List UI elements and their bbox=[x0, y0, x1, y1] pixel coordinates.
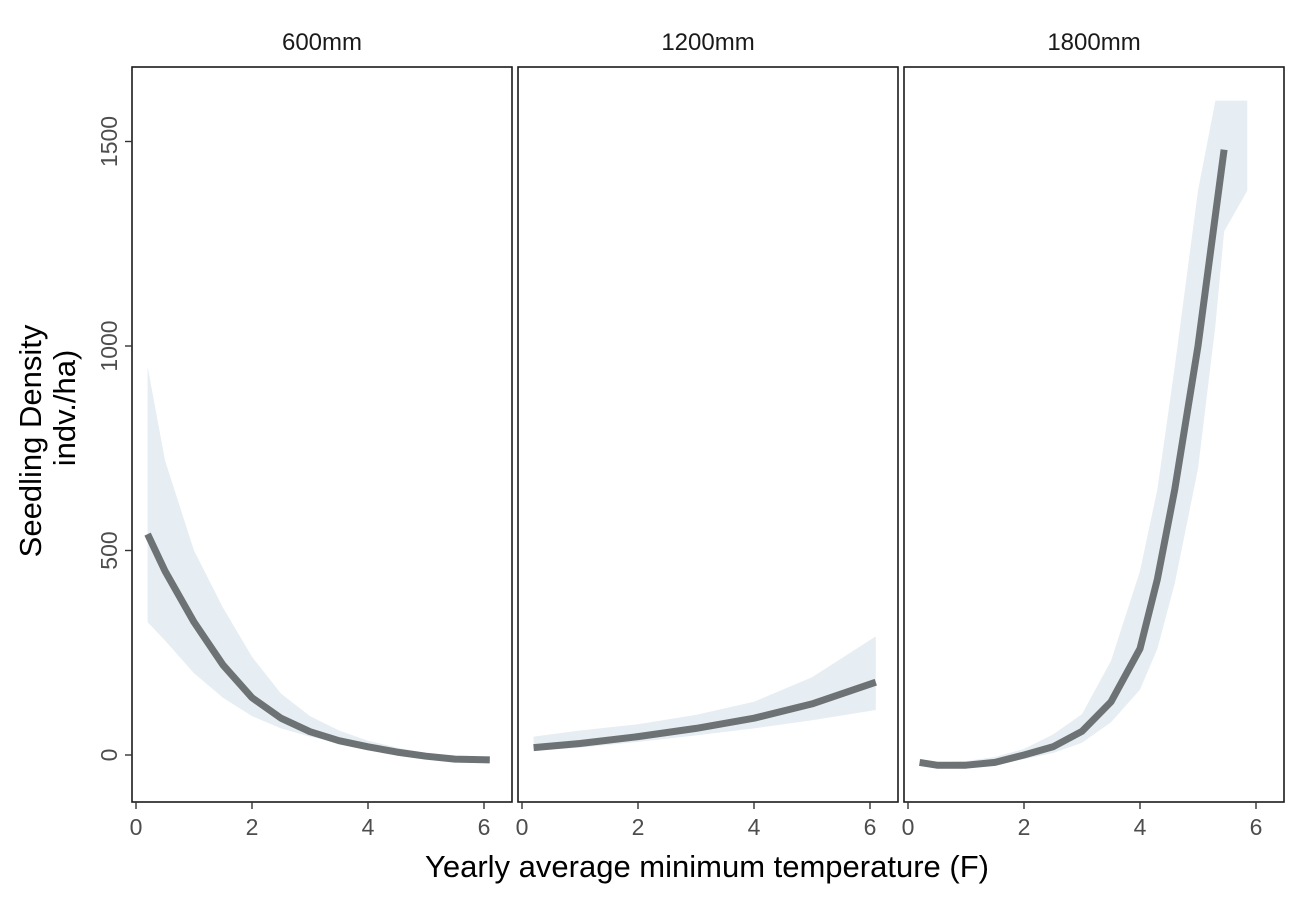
x-tick-label-1800mm-4: 4 bbox=[1134, 814, 1147, 840]
x-tick-label-1200mm-2: 2 bbox=[632, 814, 645, 840]
panel-frame-600mm bbox=[131, 66, 513, 803]
y-tick-label-0: 0 bbox=[96, 749, 122, 762]
y-tick-label-1500: 1500 bbox=[96, 116, 122, 167]
panel-600mm: 600mm 0 2 4 6 bbox=[130, 29, 513, 840]
panel-1800mm: 1800mm 0 2 4 6 bbox=[902, 29, 1285, 840]
fit-line-1200mm bbox=[533, 678, 877, 752]
fit-line-1800mm bbox=[919, 149, 1228, 769]
x-tick-label-1200mm-4: 4 bbox=[748, 814, 761, 840]
x-tick-label-1200mm-0: 0 bbox=[516, 814, 529, 840]
x-axis-title: Yearly average minimum temperature (F) bbox=[425, 849, 989, 884]
x-tick-label-1200mm-6: 6 bbox=[864, 814, 877, 840]
x-tick-label-600mm-0: 0 bbox=[130, 814, 143, 840]
y-axis: 0 500 1000 1500 bbox=[96, 116, 132, 761]
strip-label-600mm: 600mm bbox=[282, 29, 362, 56]
x-tick-label-1800mm-6: 6 bbox=[1250, 814, 1263, 840]
x-tick-label-1800mm-0: 0 bbox=[902, 814, 915, 840]
x-tick-label-600mm-6: 6 bbox=[478, 814, 491, 840]
panel-frame-1200mm bbox=[517, 66, 899, 803]
x-tick-label-1800mm-2: 2 bbox=[1018, 814, 1031, 840]
y-axis-title-line-2: indv./ha) bbox=[47, 350, 82, 467]
panel-1200mm: 1200mm 0 2 4 6 bbox=[516, 29, 899, 840]
panels-layer: 600mm 0 2 4 6 1200mm 0 2 4 6 1800mm 0 2 4 6 bbox=[130, 29, 1285, 840]
fit-line-600mm bbox=[144, 532, 490, 764]
strip-label-1800mm: 1800mm bbox=[1047, 29, 1140, 56]
y-axis-title-line-1: Seedling Density bbox=[13, 324, 48, 557]
confidence-band-1200mm bbox=[533, 636, 876, 751]
panel-frame-1800mm bbox=[903, 66, 1285, 803]
y-tick-label-1000: 1000 bbox=[96, 320, 122, 371]
x-tick-label-600mm-2: 2 bbox=[246, 814, 259, 840]
y-tick-label-500: 500 bbox=[96, 531, 122, 569]
confidence-band-1800mm bbox=[919, 100, 1248, 768]
x-tick-label-600mm-4: 4 bbox=[362, 814, 375, 840]
confidence-band-600mm bbox=[147, 366, 490, 762]
strip-label-1200mm: 1200mm bbox=[661, 29, 754, 56]
